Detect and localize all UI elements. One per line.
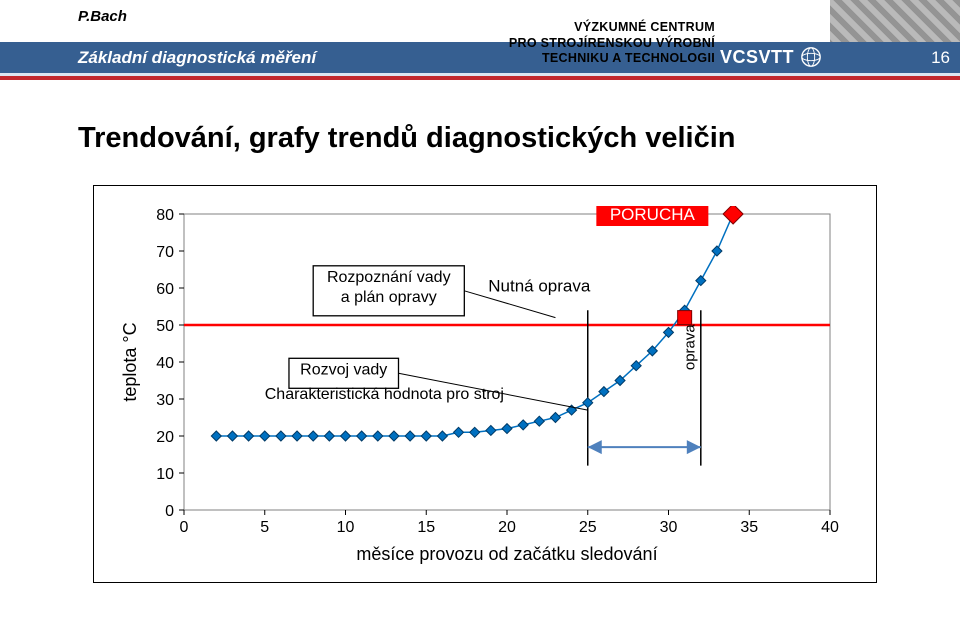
svg-text:70: 70 [156,244,174,261]
svg-text:40: 40 [156,355,174,372]
svg-text:40: 40 [821,519,839,536]
svg-text:20: 20 [156,429,174,446]
svg-text:PORUCHA: PORUCHA [610,206,696,224]
svg-text:30: 30 [156,392,174,409]
svg-text:měsíce provozu od začátku sled: měsíce provozu od začátku sledování [356,544,657,564]
center-line3: TECHNIKU A TECHNOLOGII [509,51,715,67]
center-line1: VÝZKUMNÉ CENTRUM [509,20,715,36]
svg-text:Rozvoj vady: Rozvoj vady [300,361,387,378]
header-red-stripe [0,76,960,80]
header-subtitle: Základní diagnostická měření [78,48,316,68]
slide-title: Trendování, grafy trendů diagnostických … [78,122,736,155]
page-number: 16 [931,48,950,68]
logo-text: VCSVTT [720,47,794,68]
svg-text:35: 35 [740,519,758,536]
svg-text:Rozpoznání vady: Rozpoznání vady [327,269,451,286]
svg-text:80: 80 [156,207,174,224]
svg-text:0: 0 [165,503,174,520]
center-line2: PRO STROJÍRENSKOU VÝROBNÍ [509,36,715,52]
svg-text:a plán opravy: a plán opravy [341,289,437,306]
author-name: P.Bach [78,8,127,25]
svg-text:Nutná oprava: Nutná oprava [488,277,591,296]
svg-text:5: 5 [260,519,269,536]
globe-icon [800,46,822,68]
vcsvtt-logo: VCSVTT [720,46,822,68]
svg-text:10: 10 [337,519,355,536]
svg-text:30: 30 [660,519,678,536]
trend-chart: 0 10 20 30 40 50 60 70 80 0 5 10 15 20 25 30 35 40 měsíce … [93,185,877,583]
svg-text:25: 25 [579,519,597,536]
slide-header: P.Bach Základní diagnostická měření VÝZK… [0,0,960,92]
center-name-block: VÝZKUMNÉ CENTRUM PRO STROJÍRENSKOU VÝROB… [509,20,715,67]
svg-text:oprava: oprava [681,324,698,371]
svg-text:60: 60 [156,281,174,298]
svg-text:20: 20 [498,519,516,536]
svg-text:Charakteristická hodnota pro s: Charakteristická hodnota pro stroj [265,386,504,403]
svg-text:teplota °C: teplota °C [120,322,140,401]
svg-text:10: 10 [156,466,174,483]
chart-svg: 0 10 20 30 40 50 60 70 80 0 5 10 15 20 25 30 35 40 měsíce … [114,206,850,568]
svg-text:0: 0 [180,519,189,536]
svg-text:15: 15 [417,519,435,536]
svg-text:50: 50 [156,318,174,335]
